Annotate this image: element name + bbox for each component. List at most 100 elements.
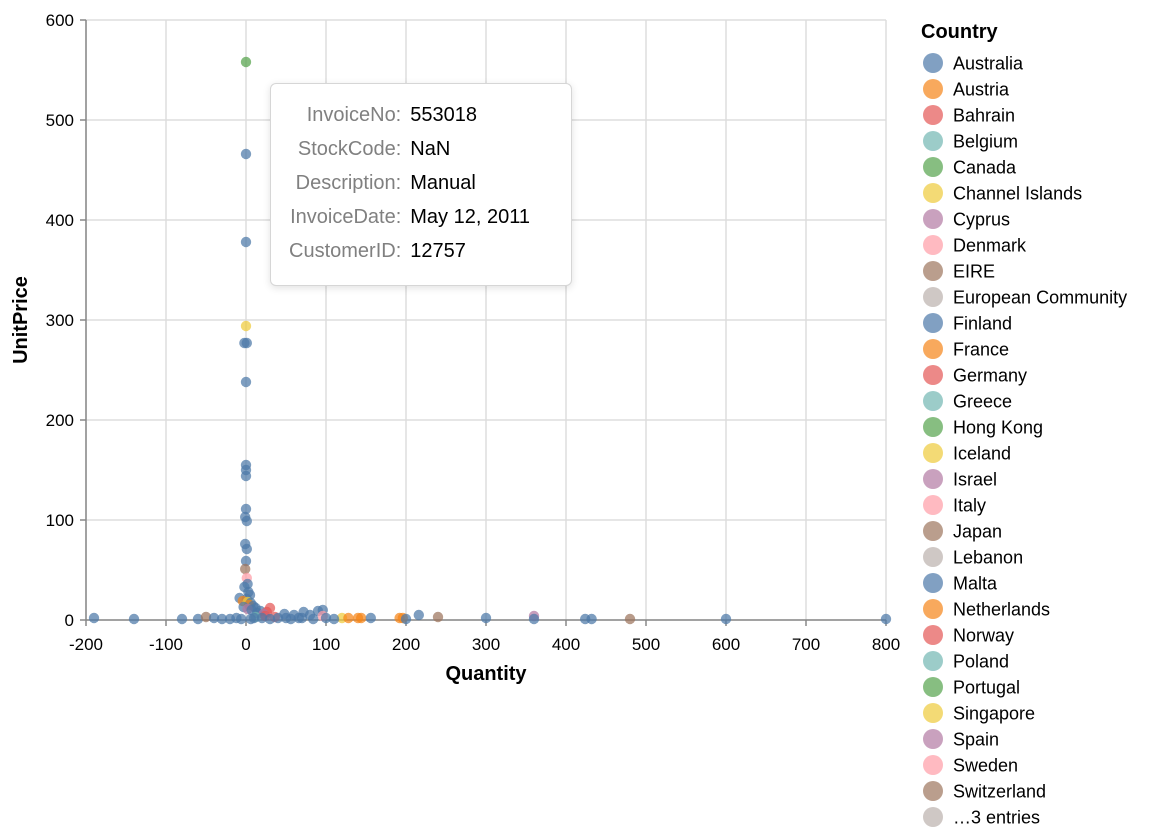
legend-label: Australia (953, 54, 1024, 74)
data-point[interactable] (208, 612, 220, 624)
data-point[interactable] (216, 613, 228, 625)
tooltip-key: Description: (295, 171, 402, 194)
y-tick-label: 600 (46, 11, 74, 30)
data-point[interactable] (285, 613, 296, 625)
data-point[interactable] (586, 613, 597, 625)
y-tick-label: 500 (46, 111, 74, 130)
data-point[interactable] (356, 612, 367, 624)
data-point[interactable] (328, 613, 340, 625)
tooltip-value: 553018 (410, 103, 477, 126)
y-axis-title: UnitPrice (10, 276, 32, 364)
x-axis-ticks: -200 -100 0 100 200 300 400 500 600 700 800 (69, 620, 900, 654)
legend-swatch (923, 703, 943, 723)
legend-swatch (923, 261, 943, 281)
data-point[interactable] (272, 612, 284, 624)
legend-label: Belgium (953, 132, 1018, 152)
legend-label: Sweden (953, 756, 1018, 776)
legend-label: EIRE (953, 262, 995, 282)
legend-swatch (923, 53, 943, 73)
legend-swatch (923, 131, 943, 151)
legend-swatch (923, 417, 943, 437)
legend-label: Israel (953, 470, 997, 490)
data-point[interactable] (720, 613, 732, 625)
data-point[interactable] (480, 612, 492, 624)
data-point[interactable] (624, 613, 636, 625)
legend-label: Italy (953, 496, 986, 516)
y-tick-label: 400 (46, 211, 74, 230)
data-point[interactable] (200, 611, 212, 623)
data-point[interactable] (240, 503, 252, 515)
data-point[interactable] (256, 612, 268, 624)
legend-swatch (923, 677, 943, 697)
legend-swatch (923, 313, 943, 333)
x-tick-label: 800 (872, 635, 900, 654)
data-point[interactable] (240, 320, 252, 332)
tooltip-key: InvoiceNo: (306, 103, 402, 126)
legend-label: Lebanon (953, 548, 1023, 568)
legend-swatch (923, 755, 943, 775)
data-point[interactable] (241, 543, 252, 555)
y-axis-ticks: 0 100 200 300 400 500 600 (46, 11, 86, 630)
x-tick-label: 0 (241, 635, 250, 654)
data-point[interactable] (320, 612, 332, 624)
data-point[interactable] (241, 337, 252, 349)
legend-label: Switzerland (953, 782, 1046, 802)
data-point[interactable] (240, 555, 252, 567)
legend-label: Bahrain (953, 106, 1015, 126)
data-point[interactable] (192, 613, 204, 625)
x-tick-label: -200 (69, 635, 103, 654)
legend-label: Poland (953, 652, 1009, 672)
data-point[interactable] (240, 470, 252, 482)
legend-swatch (923, 105, 943, 125)
data-point[interactable] (365, 612, 376, 624)
x-tick-label: 200 (392, 635, 420, 654)
legend-label: France (953, 340, 1009, 360)
x-tick-label: -100 (149, 635, 183, 654)
legend-label: Denmark (953, 236, 1027, 256)
legend-swatch (923, 547, 943, 567)
tooltip-row: InvoiceNo: 553018 (289, 98, 530, 132)
data-point[interactable] (128, 613, 140, 625)
data-point[interactable] (240, 563, 251, 575)
tooltip-row: InvoiceDate: May 12, 2011 (289, 200, 530, 234)
x-tick-label: 300 (472, 635, 500, 654)
legend-label: Malta (953, 574, 998, 594)
legend-label: Cyprus (953, 210, 1010, 230)
x-axis-title: Quantity (445, 663, 527, 685)
legend-swatch (923, 157, 943, 177)
data-point[interactable] (343, 612, 354, 624)
x-tick-label: 100 (312, 635, 340, 654)
legend-label: Austria (953, 80, 1010, 100)
x-tick-label: 500 (632, 635, 660, 654)
data-point[interactable] (88, 612, 100, 624)
data-point[interactable] (880, 613, 892, 625)
data-point[interactable] (528, 613, 540, 625)
data-point[interactable] (413, 609, 424, 621)
data-point[interactable] (296, 612, 308, 624)
legend-swatch (923, 573, 943, 593)
data-point[interactable] (236, 613, 247, 625)
legend-swatch (923, 443, 943, 463)
tooltip-key: CustomerID: (289, 239, 402, 262)
tooltip-key: InvoiceDate: (290, 205, 402, 228)
data-point[interactable] (245, 613, 256, 625)
legend-swatch (923, 235, 943, 255)
data-point[interactable] (240, 236, 252, 248)
data-point[interactable] (432, 611, 444, 623)
data-point[interactable] (241, 515, 252, 527)
data-point[interactable] (240, 56, 252, 68)
data-point[interactable] (176, 613, 188, 625)
data-point[interactable] (400, 613, 412, 625)
data-point[interactable] (240, 376, 252, 388)
legend-label: Japan (953, 522, 1002, 542)
data-point[interactable] (264, 613, 276, 625)
tooltip-value: 12757 (410, 239, 466, 262)
data-points[interactable] (88, 56, 892, 625)
legend-label: Channel Islands (953, 184, 1082, 204)
data-point[interactable] (308, 613, 319, 625)
tooltip-row: StockCode: NaN (289, 132, 530, 166)
data-point[interactable] (240, 148, 252, 160)
tooltip-table: InvoiceNo: 553018 StockCode: NaN Description… (289, 98, 530, 268)
legend-swatch (923, 625, 943, 645)
